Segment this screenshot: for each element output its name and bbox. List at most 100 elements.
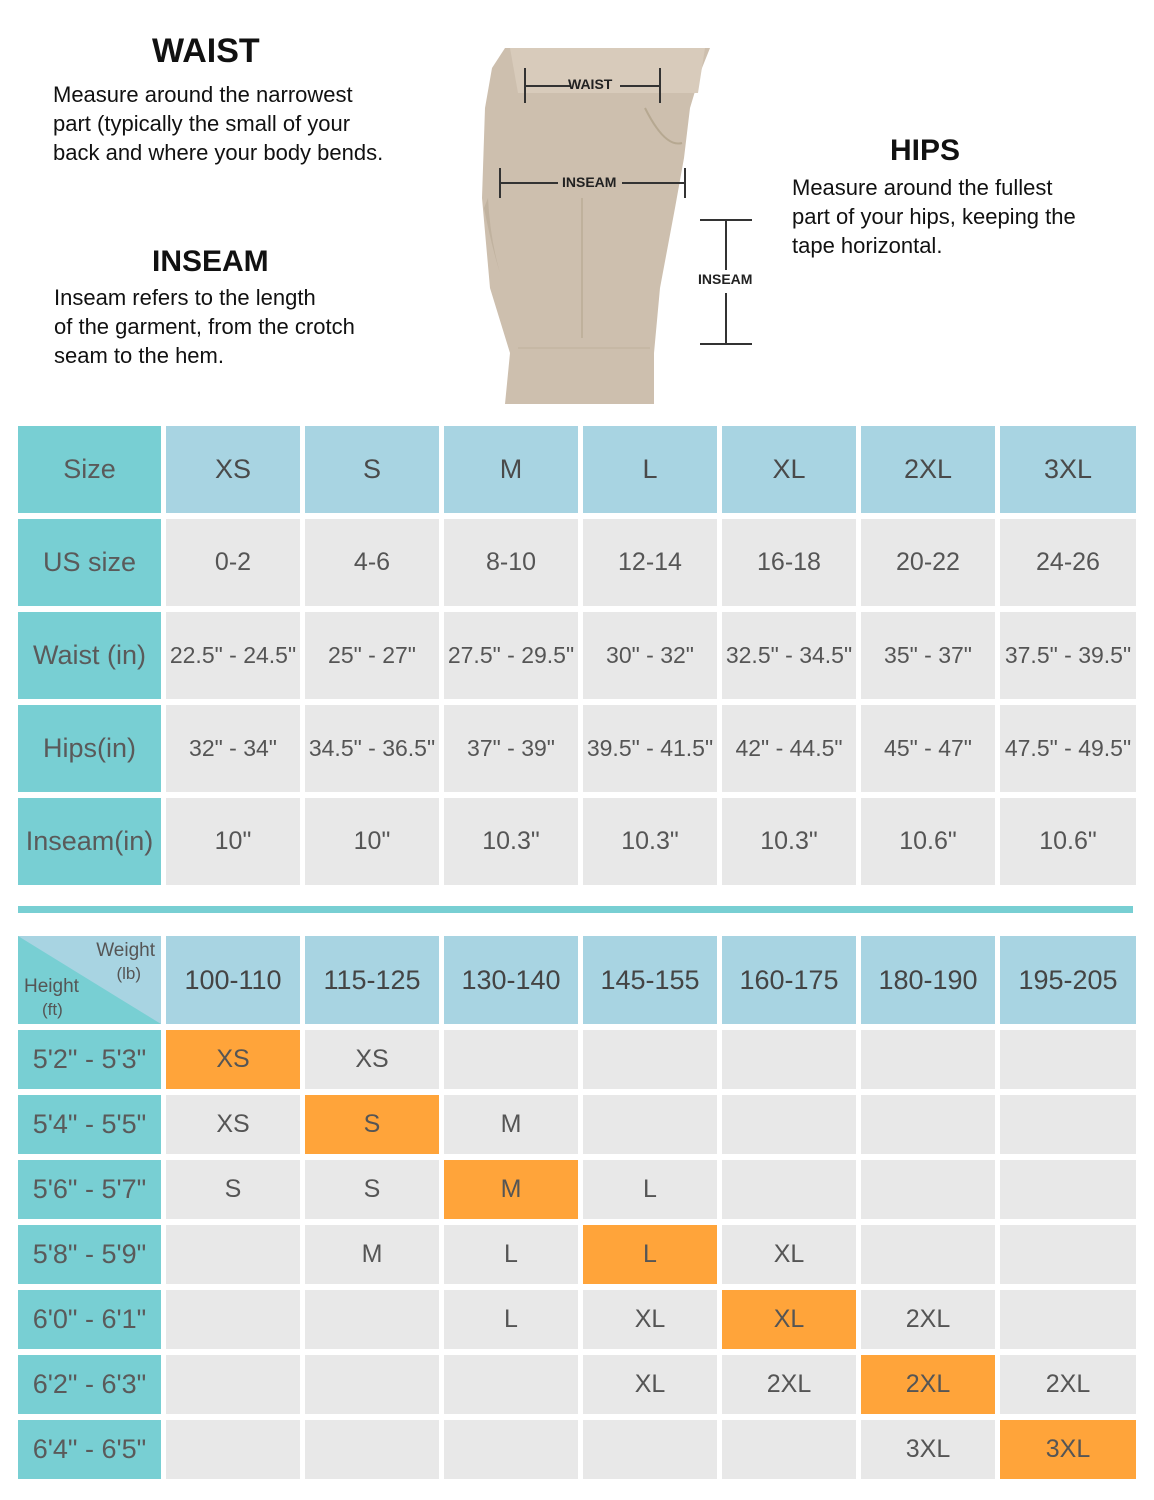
section-divider [18,906,1133,913]
fit-cell [861,1225,995,1284]
table-cell: 37" - 39" [444,705,578,792]
fit-cell [861,1095,995,1154]
table-cell: 30" - 32" [583,612,717,699]
height-label: 5'2" - 5'3" [18,1030,161,1089]
row-label-size: Size [18,426,161,513]
fit-cell-recommended: XS [166,1030,300,1089]
fit-cell: S [305,1160,439,1219]
fit-cell [583,1420,717,1479]
table-cell: 45" - 47" [861,705,995,792]
fit-cell: S [166,1160,300,1219]
size-header: 3XL [1000,426,1136,513]
inseam-description: Inseam refers to the length of the garme… [54,285,355,368]
row-label-waist: Waist (in) [18,612,161,699]
fit-cell [166,1290,300,1349]
height-label: 5'6" - 5'7" [18,1160,161,1219]
fit-cell [1000,1095,1136,1154]
fit-cell [305,1355,439,1414]
fit-cell [444,1355,578,1414]
table-cell: 12-14 [583,519,717,606]
fit-cell [1000,1160,1136,1219]
weight-unit-label: (lb) [116,964,141,983]
fit-cell [166,1225,300,1284]
fit-cell: XL [722,1225,856,1284]
figure-inseam-label: INSEAM [698,271,753,287]
weight-header: 100-110 [166,936,300,1024]
size-header: XS [166,426,300,513]
fit-cell [305,1420,439,1479]
fit-cell-recommended: 2XL [861,1355,995,1414]
hips-description: Measure around the fullest part of your … [792,175,1076,258]
table-cell: 32.5" - 34.5" [722,612,856,699]
table-cell: 10" [305,798,439,885]
size-header: L [583,426,717,513]
table-cell: 10.6" [1000,798,1136,885]
fit-cell: 3XL [861,1420,995,1479]
fit-cell [583,1030,717,1089]
fit-chart-table: Weight (lb) Height (ft) 100-110 115-125 … [18,936,1136,1479]
table-cell: 10" [166,798,300,885]
fit-cell [444,1030,578,1089]
fit-cell [583,1095,717,1154]
fit-cell [166,1355,300,1414]
table-cell: 39.5" - 41.5" [583,705,717,792]
fit-cell: XL [583,1290,717,1349]
table-cell: 10.3" [444,798,578,885]
row-label-us-size: US size [18,519,161,606]
figure-hips-label: INSEAM [562,174,617,190]
size-chart-table: Size XS S M L XL 2XL 3XL US size 0-2 4-6… [18,426,1136,885]
fit-cell: XS [305,1030,439,1089]
fit-cell: 2XL [722,1355,856,1414]
fit-cell: XL [583,1355,717,1414]
waist-description: Measure around the narrowest part (typic… [53,82,384,165]
fit-cell-recommended: L [583,1225,717,1284]
height-label: 5'8" - 5'9" [18,1225,161,1284]
table-cell: 10.6" [861,798,995,885]
size-header: M [444,426,578,513]
fit-cell-recommended: XL [722,1290,856,1349]
row-label-inseam: Inseam(in) [18,798,161,885]
table-cell: 35" - 37" [861,612,995,699]
table-cell: 47.5" - 49.5" [1000,705,1136,792]
size-header: 2XL [861,426,995,513]
weight-axis-label: Weight [96,940,155,961]
height-label: 6'0" - 6'1" [18,1290,161,1349]
shorts-illustration [482,48,752,404]
figure-waist-label: WAIST [568,76,613,92]
fit-cell [444,1420,578,1479]
fit-cell [1000,1290,1136,1349]
waist-title: WAIST [152,32,260,70]
fit-cell [1000,1225,1136,1284]
fit-cell: 2XL [861,1290,995,1349]
table-cell: 20-22 [861,519,995,606]
fit-cell [722,1420,856,1479]
fit-cell: M [444,1095,578,1154]
table-cell: 22.5" - 24.5" [166,612,300,699]
fit-cell [722,1095,856,1154]
weight-header: 115-125 [305,936,439,1024]
weight-header: 180-190 [861,936,995,1024]
fit-cell [166,1420,300,1479]
fit-cell [305,1290,439,1349]
fit-cell: L [444,1290,578,1349]
corner-diagonal [18,936,161,1024]
hips-title: HIPS [890,134,961,167]
fit-cell: M [305,1225,439,1284]
fit-cell [722,1160,856,1219]
fit-cell: XS [166,1095,300,1154]
table-cell: 10.3" [583,798,717,885]
row-label-hips: Hips(in) [18,705,161,792]
table-cell: 34.5" - 36.5" [305,705,439,792]
fit-cell-recommended: 3XL [1000,1420,1136,1479]
fit-cell [1000,1030,1136,1089]
height-label: 6'2" - 6'3" [18,1355,161,1414]
height-axis-label: Height [24,976,79,997]
weight-header: 130-140 [444,936,578,1024]
weight-header: 195-205 [1000,936,1136,1024]
fit-cell-recommended: M [444,1160,578,1219]
fit-cell: 2XL [1000,1355,1136,1414]
table-cell: 27.5" - 29.5" [444,612,578,699]
size-header: XL [722,426,856,513]
shorts-measurement-figure: WAIST INSEAM INSEAM [470,48,770,404]
table-corner-header: Weight (lb) Height (ft) [18,936,161,1024]
